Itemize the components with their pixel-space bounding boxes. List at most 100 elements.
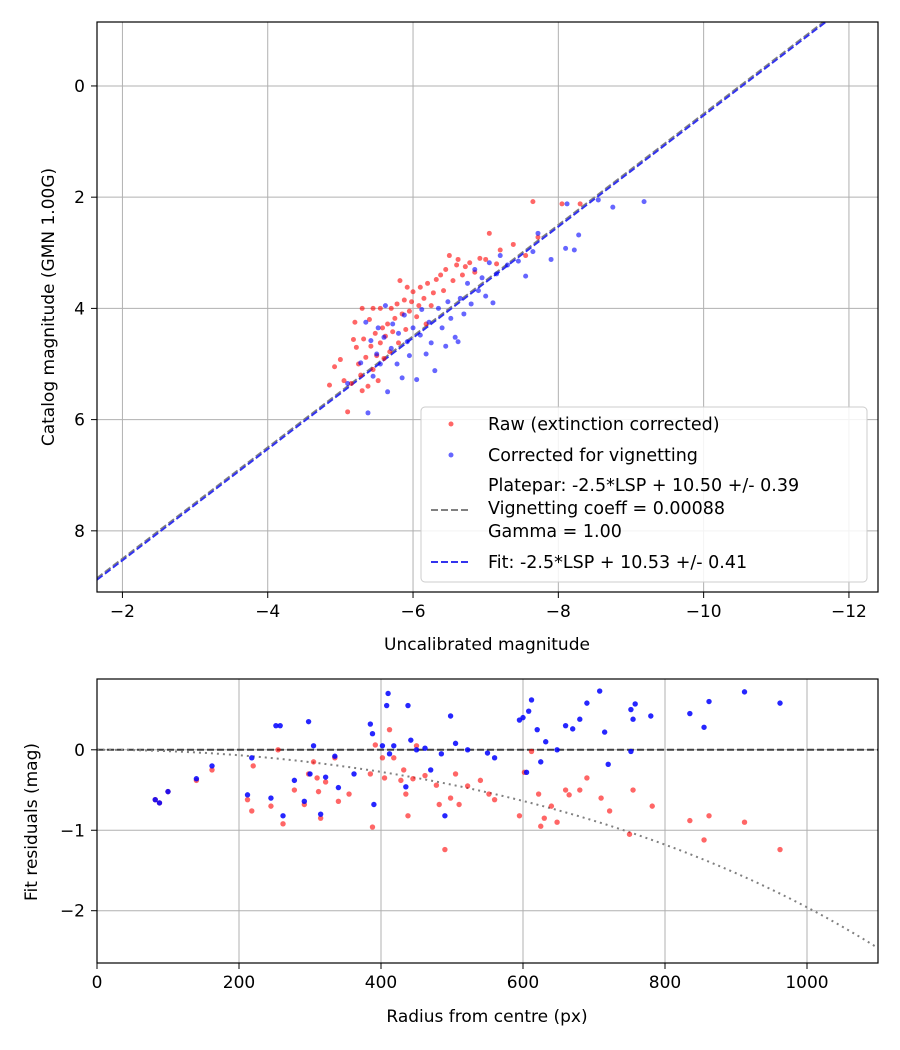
raw-point (454, 262, 460, 268)
top-x-tick-label: −6 (401, 602, 426, 622)
raw-point (366, 317, 372, 323)
corrected-residual-point (428, 767, 434, 773)
legend-marker-raw (448, 421, 454, 427)
corrected-point (535, 230, 541, 236)
raw-residual-point (491, 796, 498, 803)
corrected-point (426, 319, 432, 325)
corrected-point (472, 266, 478, 272)
corrected-residual-point (523, 769, 530, 776)
raw-residual-point (391, 755, 397, 761)
corrected-point (523, 273, 529, 279)
top-data-points (326, 197, 647, 416)
raw-point (530, 199, 536, 205)
raw-residual-point (541, 815, 547, 821)
raw-point (377, 340, 383, 346)
raw-point (358, 372, 364, 378)
top-x-tick-label: −12 (831, 602, 867, 622)
corrected-point (475, 288, 481, 294)
corrected-residual-point (632, 701, 638, 707)
corrected-point (406, 353, 412, 359)
corrected-point (410, 325, 416, 331)
raw-point (462, 264, 468, 270)
raw-point (477, 255, 483, 261)
raw-point (497, 247, 503, 253)
corrected-residual-point (408, 737, 414, 743)
corrected-residual-point (367, 721, 374, 727)
corrected-residual-point (584, 700, 590, 706)
raw-point (353, 344, 359, 350)
raw-residual-point (381, 775, 388, 781)
raw-point (494, 261, 500, 267)
raw-residual-point (777, 846, 783, 853)
top-fit-lines (97, 22, 828, 581)
raw-residual-point (562, 787, 569, 793)
corrected-point (530, 249, 536, 255)
raw-residual-point (452, 771, 459, 777)
raw-residual-point (275, 747, 281, 753)
top-x-tick-label: −10 (686, 602, 722, 622)
corrected-point (576, 232, 582, 238)
corrected-residual-point (777, 700, 783, 706)
bottom-x-tick-label: 400 (365, 973, 397, 993)
corrected-residual-point (596, 688, 603, 694)
raw-point (417, 284, 423, 290)
raw-residual-point (401, 767, 407, 773)
corrected-point (457, 295, 463, 301)
corrected-residual-point (605, 761, 611, 767)
raw-residual-point (477, 777, 484, 784)
corrected-point (497, 253, 503, 259)
corrected-residual-point (484, 750, 491, 756)
corrected-point (419, 307, 425, 313)
corrected-residual-point (152, 796, 158, 803)
corrected-residual-point (403, 784, 409, 790)
legend-label-gamma: Gamma = 1.00 (488, 522, 622, 542)
raw-point (410, 289, 416, 295)
corrected-point (595, 197, 601, 203)
raw-residual-point (436, 801, 442, 808)
top-y-axis-label: Catalog magnitude (GMN 1.00G) (39, 168, 59, 446)
raw-residual-point (433, 782, 440, 788)
raw-residual-point (291, 787, 298, 793)
raw-point (375, 378, 381, 384)
raw-residual-point (280, 821, 286, 827)
raw-residual-point (346, 791, 352, 797)
raw-residual-point (314, 775, 320, 781)
raw-point (390, 329, 396, 335)
corrected-point (377, 361, 383, 367)
corrected-point (385, 389, 391, 395)
raw-residual-point (649, 803, 655, 809)
corrected-point (404, 339, 410, 345)
raw-point (430, 290, 436, 296)
raw-residual-point (322, 779, 329, 785)
corrected-residual-point (249, 755, 255, 761)
raw-point (385, 321, 391, 327)
top-x-tick-label: −2 (110, 602, 135, 622)
bottom-y-tick-label: 0 (74, 741, 85, 761)
raw-point (326, 382, 332, 388)
corrected-point (423, 351, 429, 357)
corrected-residual-point (385, 690, 391, 697)
top-plot-frame (96, 21, 879, 593)
raw-point (345, 409, 351, 415)
corrected-point (468, 301, 474, 307)
bottom-x-tick-label: 800 (649, 973, 681, 993)
corrected-point (428, 340, 434, 346)
legend-marker-corrected (448, 452, 454, 458)
corrected-point (401, 312, 407, 318)
corrected-residual-point (447, 713, 454, 719)
raw-point (381, 355, 387, 361)
top-line-platepar (97, 22, 826, 579)
raw-residual-point (741, 819, 748, 825)
raw-residual-point (410, 776, 416, 782)
top-x-tick-label: −4 (255, 602, 280, 622)
corrected-point (452, 334, 458, 340)
legend-label-fit: Fit: -2.5*LSP + 10.53 +/- 0.41 (488, 553, 747, 573)
raw-residual-point (422, 772, 428, 779)
corrected-residual-point (386, 751, 393, 757)
corrected-residual-point (630, 716, 636, 722)
raw-point (370, 305, 376, 311)
raw-residual-point (398, 777, 404, 784)
raw-point (438, 272, 444, 278)
corrected-residual-point (335, 784, 342, 791)
